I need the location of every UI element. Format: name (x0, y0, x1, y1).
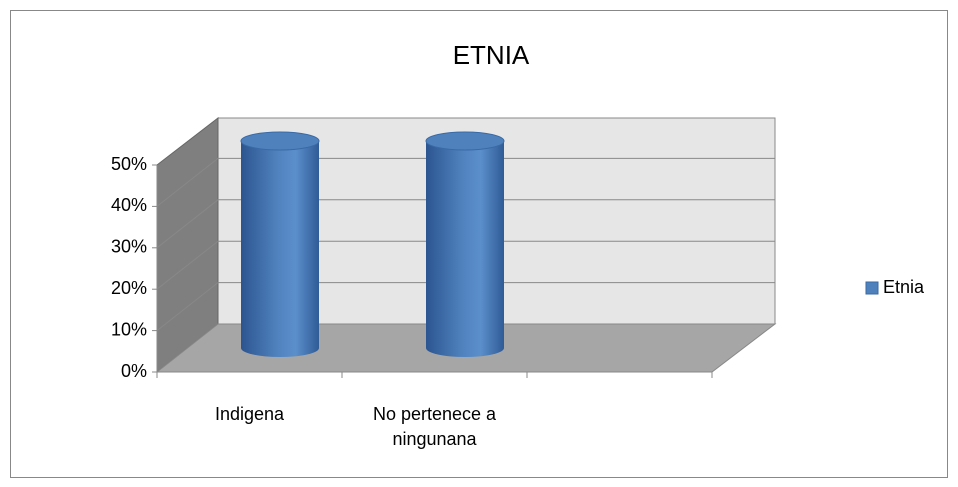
grid-line (156, 157, 775, 207)
bar-body (241, 141, 319, 357)
bar-top (240, 131, 320, 151)
x-tick-label: No pertenece a ningunana (372, 404, 497, 449)
y-tick-label: 10% (111, 319, 147, 339)
y-tick-label: 40% (111, 195, 147, 215)
y-tick-label: 20% (111, 278, 147, 298)
x-tick-label: Indigena (214, 404, 285, 424)
grid-line (156, 240, 775, 290)
chart-title: ETNIA (453, 40, 530, 70)
bar (425, 131, 505, 357)
bar-top (425, 131, 505, 151)
bar (240, 131, 320, 357)
y-tick-label: 0% (121, 361, 147, 381)
grid-line (156, 199, 775, 249)
legend-label: Etnia (883, 277, 925, 297)
grid-line (156, 282, 775, 331)
bar-body (426, 141, 504, 357)
y-tick-label: 50% (111, 154, 147, 174)
y-tick-label: 30% (111, 237, 147, 257)
legend-swatch (865, 281, 879, 295)
